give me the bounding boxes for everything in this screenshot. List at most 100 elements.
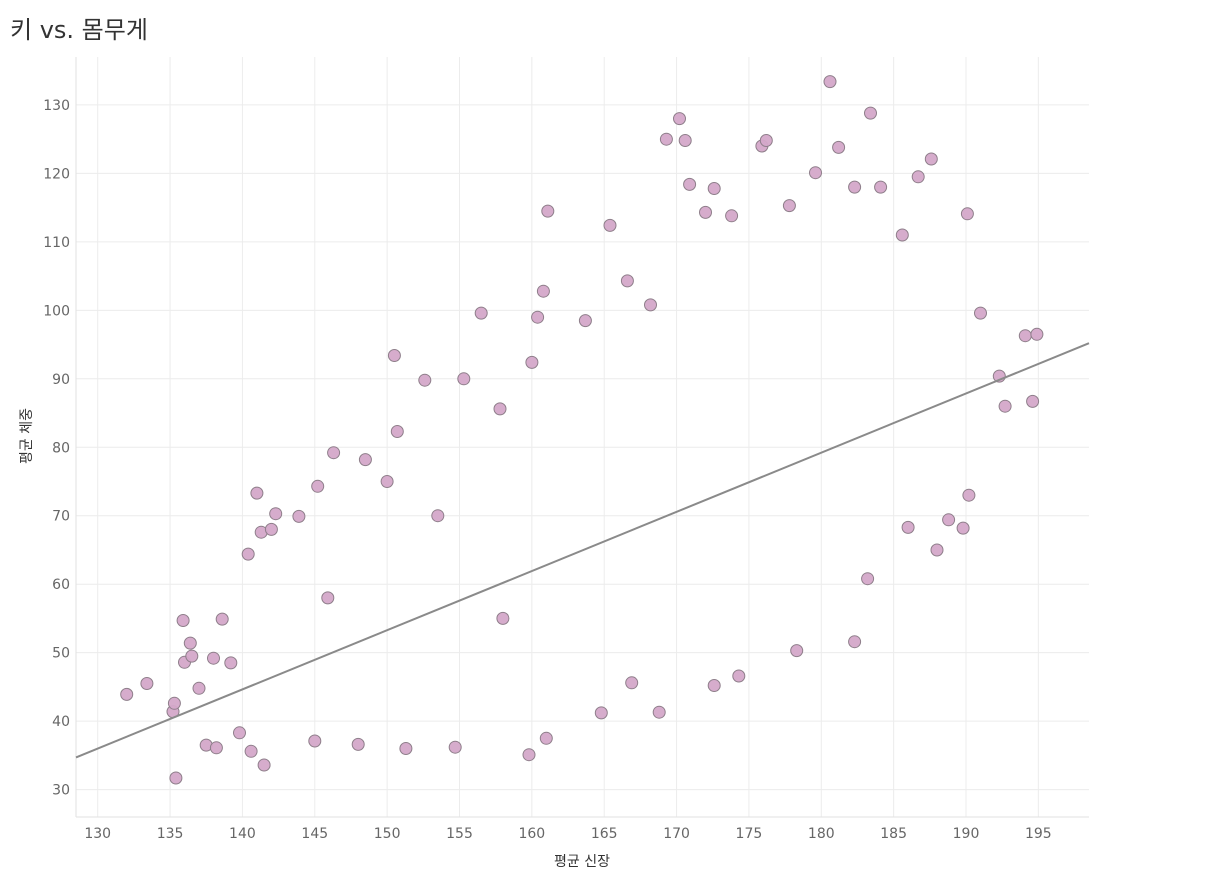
data-point xyxy=(673,112,686,126)
x-tick-label: 185 xyxy=(880,826,907,842)
data-point xyxy=(809,166,822,180)
data-point xyxy=(358,453,372,467)
data-point xyxy=(176,614,190,627)
data-point xyxy=(311,479,325,493)
data-point xyxy=(380,475,394,488)
y-tick-label: 50 xyxy=(52,646,70,662)
data-point xyxy=(782,199,796,213)
data-point xyxy=(457,372,471,386)
data-point xyxy=(264,522,278,536)
data-point xyxy=(699,205,712,219)
y-tick-label: 40 xyxy=(52,714,70,730)
x-tick-label: 150 xyxy=(374,826,401,842)
data-point xyxy=(725,209,739,223)
data-point xyxy=(185,649,199,663)
data-point xyxy=(525,355,539,369)
x-tick-label: 130 xyxy=(84,826,111,842)
data-point xyxy=(387,349,401,362)
x-tick-label: 160 xyxy=(518,826,545,842)
data-point xyxy=(652,705,666,719)
data-point xyxy=(308,734,322,748)
grid-lines xyxy=(75,57,1089,818)
data-point xyxy=(930,543,944,557)
x-tick-label: 145 xyxy=(301,826,328,842)
trend-line-group xyxy=(75,342,1090,759)
x-tick-label: 170 xyxy=(663,826,690,842)
data-point xyxy=(603,218,617,232)
data-point xyxy=(269,507,283,521)
data-point xyxy=(823,75,837,89)
data-point xyxy=(496,611,510,625)
data-point xyxy=(901,520,915,534)
data-point xyxy=(474,306,488,320)
x-tick-label: 190 xyxy=(953,826,980,842)
data-point xyxy=(998,399,1012,413)
data-point xyxy=(759,134,773,147)
data-point xyxy=(448,740,462,754)
data-point xyxy=(224,656,238,670)
data-point xyxy=(707,182,721,195)
data-point xyxy=(120,687,134,701)
y-tick-label: 30 xyxy=(52,783,70,799)
chart-title: 키 vs. 몸무게 xyxy=(10,16,148,44)
data-point xyxy=(493,402,507,416)
data-point xyxy=(594,706,608,720)
x-tick-label: 155 xyxy=(446,826,473,842)
data-point xyxy=(911,170,925,184)
data-point xyxy=(956,521,970,535)
data-point xyxy=(707,679,721,692)
y-tick-label: 60 xyxy=(52,577,70,593)
data-point xyxy=(431,509,445,523)
data-point xyxy=(140,677,154,690)
data-point xyxy=(207,651,220,665)
data-point xyxy=(351,737,365,751)
data-point xyxy=(848,635,862,649)
data-point xyxy=(678,134,692,147)
data-point xyxy=(974,306,987,320)
data-point xyxy=(418,373,432,387)
data-point xyxy=(578,314,592,328)
y-tick-label: 110 xyxy=(43,235,70,251)
y-tick-label: 70 xyxy=(52,509,70,525)
data-points xyxy=(120,75,1044,785)
y-axis-label: 평균 체중 xyxy=(19,408,35,464)
data-point xyxy=(536,284,550,298)
data-point xyxy=(683,177,697,191)
data-point xyxy=(924,152,938,166)
x-axis-ticks: 130 135 140 145 150 155 160 165 170 175 180 185 190 1… xyxy=(84,826,1051,842)
data-point xyxy=(659,132,673,146)
data-point xyxy=(183,636,197,650)
data-point xyxy=(169,771,183,785)
x-axis-label: 평균 신장 xyxy=(554,854,610,870)
data-point xyxy=(644,298,657,312)
y-tick-label: 130 xyxy=(43,98,70,114)
data-point xyxy=(250,486,264,500)
data-point xyxy=(257,758,271,772)
x-tick-label: 165 xyxy=(591,826,618,842)
data-point xyxy=(874,180,888,194)
data-point xyxy=(327,446,341,460)
data-point xyxy=(620,274,634,288)
data-point xyxy=(1026,394,1040,408)
data-point xyxy=(541,204,555,218)
y-tick-label: 120 xyxy=(43,166,70,182)
data-point xyxy=(1030,327,1044,341)
x-tick-label: 180 xyxy=(808,826,835,842)
data-point xyxy=(233,726,246,740)
data-point xyxy=(861,572,875,586)
x-tick-label: 140 xyxy=(229,826,256,842)
data-point xyxy=(864,106,877,120)
data-point xyxy=(531,310,545,324)
data-point xyxy=(962,488,976,502)
data-point xyxy=(960,207,974,221)
data-point xyxy=(625,676,639,690)
data-point xyxy=(539,731,553,745)
data-point xyxy=(942,513,956,527)
data-point xyxy=(832,140,846,154)
data-point xyxy=(244,744,258,758)
data-point xyxy=(167,696,181,710)
data-point xyxy=(241,547,255,561)
y-axis-ticks: 30 40 50 60 70 80 90 100 110 120 130 xyxy=(43,98,70,799)
y-tick-label: 80 xyxy=(52,440,70,456)
